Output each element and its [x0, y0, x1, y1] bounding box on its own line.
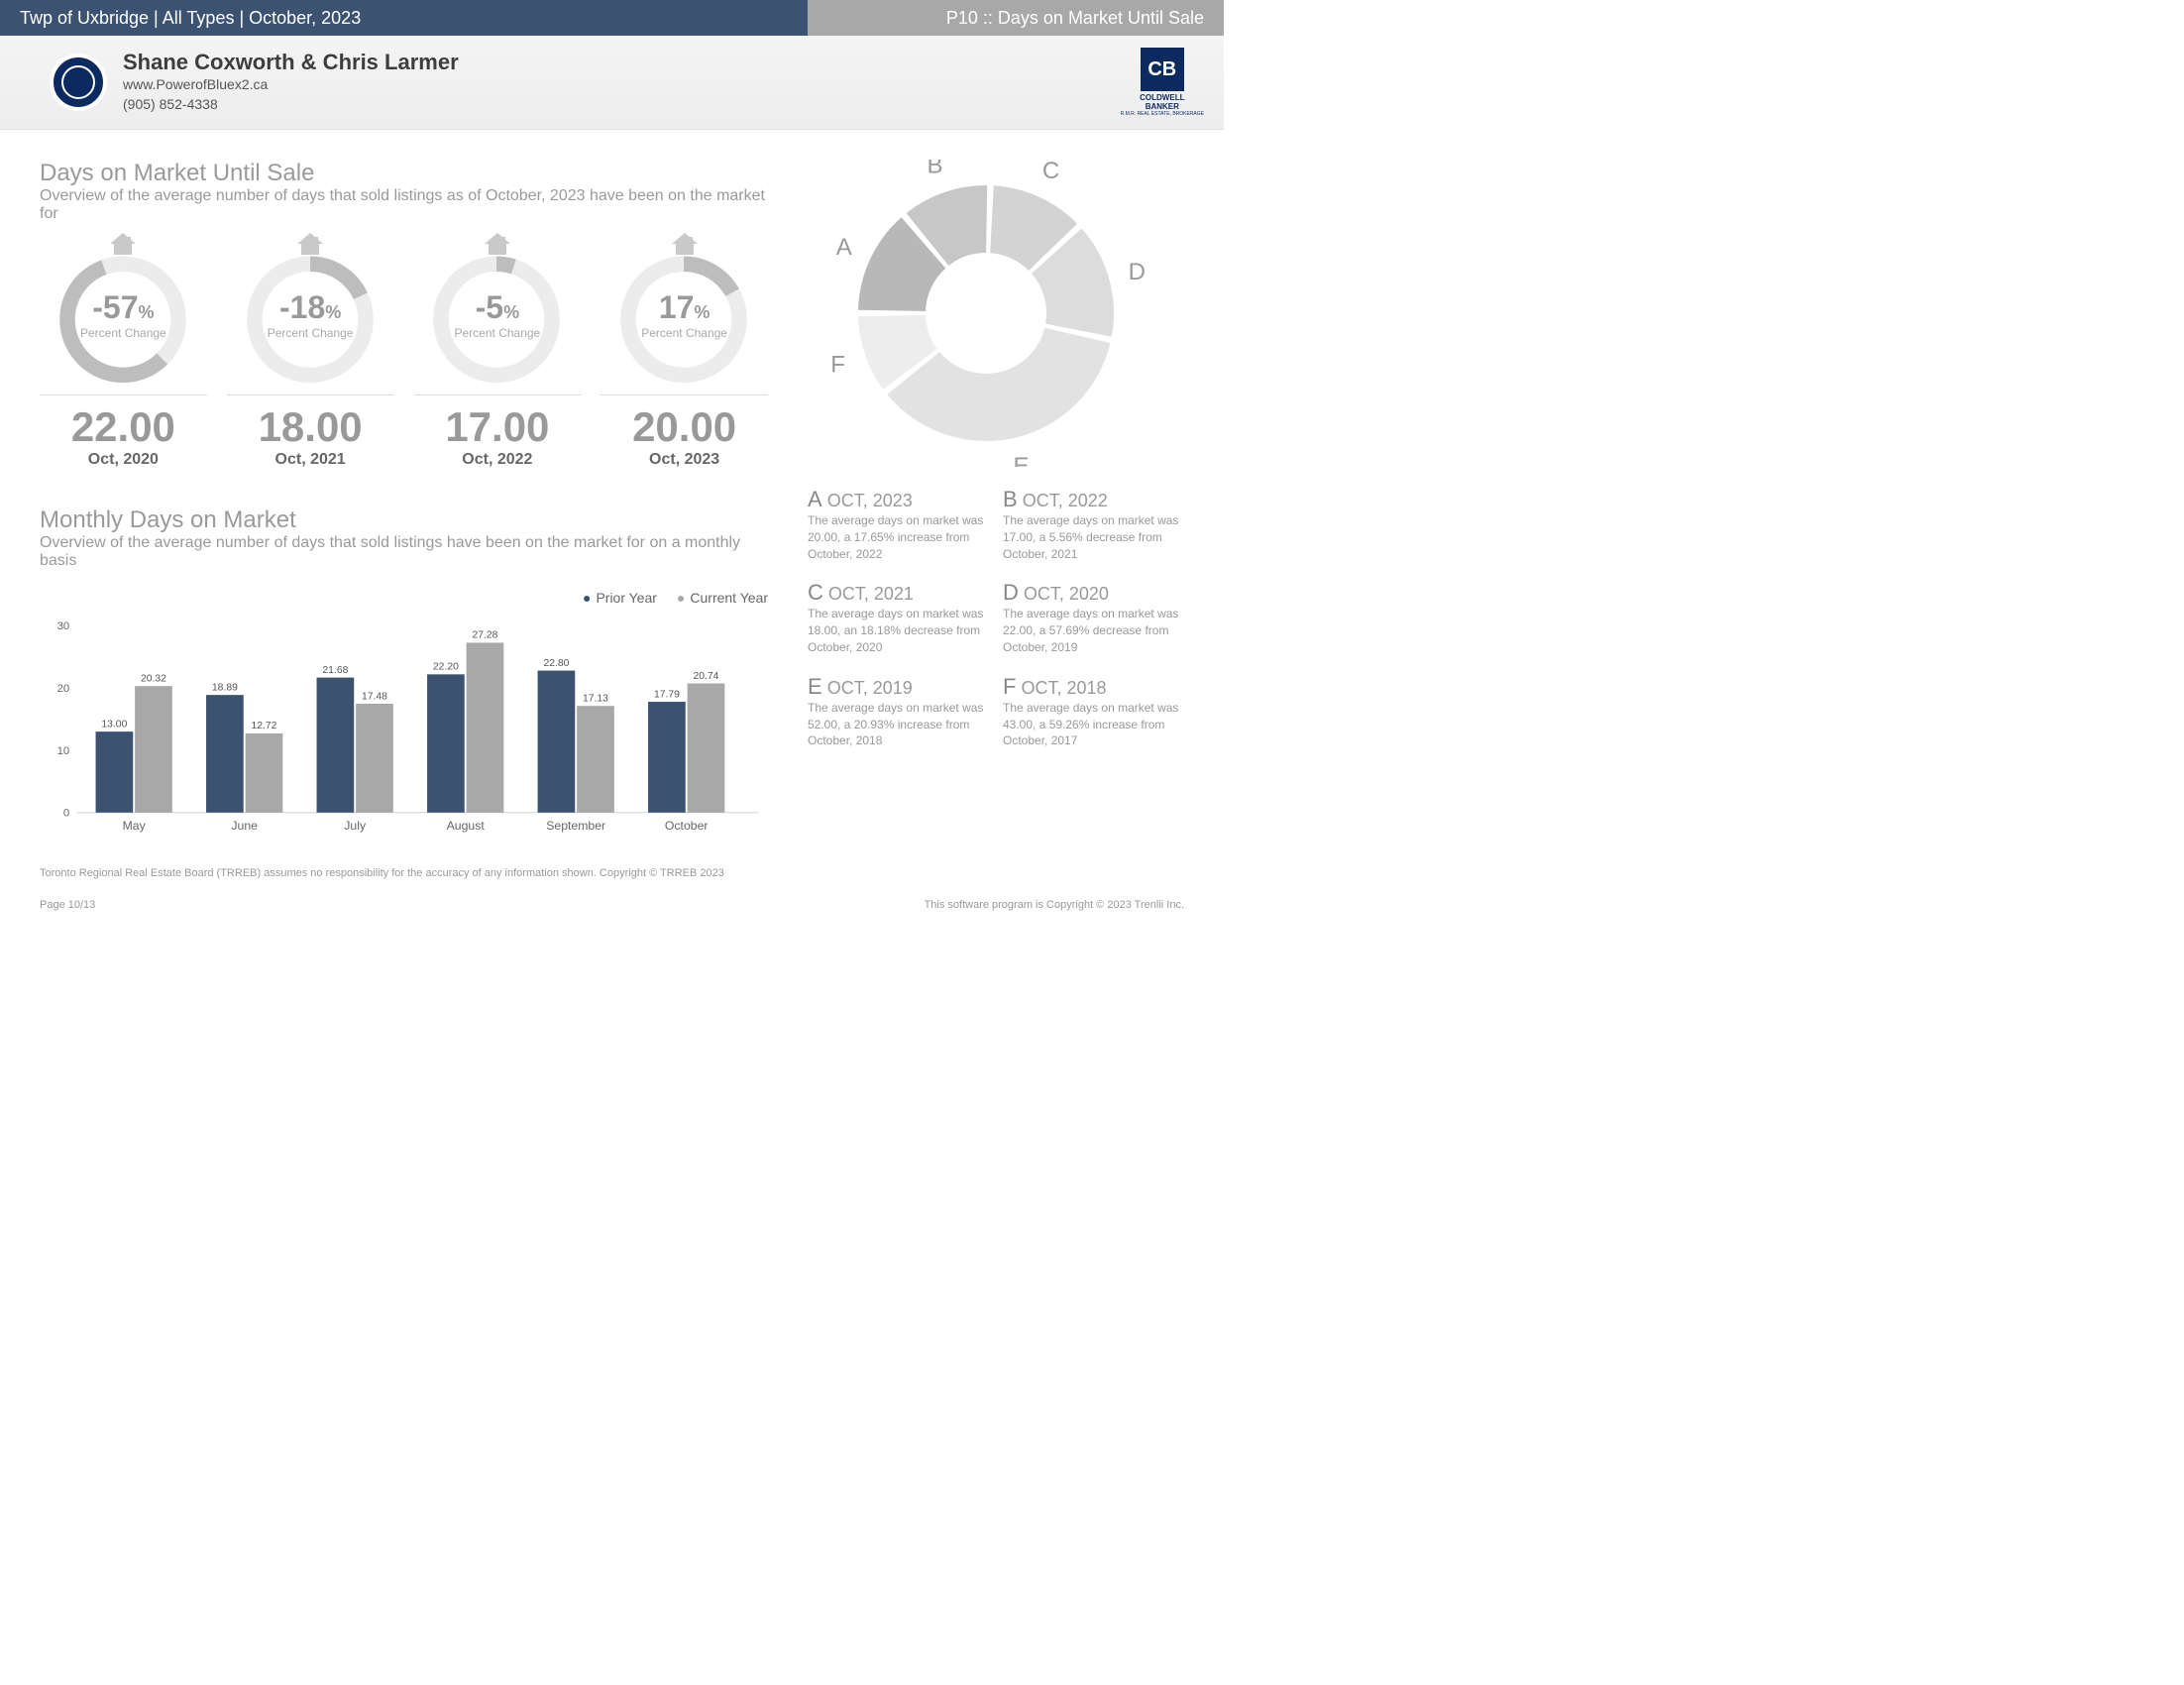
agent-phone: (905) 852-4338 [123, 95, 1121, 115]
svg-text:20: 20 [57, 683, 70, 695]
gauge-date: Oct, 2022 [414, 451, 582, 469]
annotation-head: B OCT, 2022 [1003, 487, 1184, 512]
agent-website: www.PowerofBluex2.ca [123, 75, 1121, 95]
section2-title: Monthly Days on Market [40, 506, 768, 534]
svg-text:20.32: 20.32 [141, 673, 166, 684]
gauge-percent: -57% [92, 289, 154, 326]
svg-text:August: August [447, 819, 486, 833]
annotation-body: The average days on market was 18.00, an… [808, 606, 989, 655]
annotation-body: The average days on market was 52.00, a … [808, 700, 989, 749]
gauge-label: Percent Change [80, 326, 166, 340]
svg-text:27.28: 27.28 [473, 630, 498, 641]
svg-text:17.13: 17.13 [583, 693, 608, 704]
annotation: A OCT, 2023 The average days on market w… [808, 487, 989, 562]
annotation-body: The average days on market was 22.00, a … [1003, 606, 1184, 655]
section1-subtitle: Overview of the average number of days t… [40, 187, 768, 223]
page-number: Page 10/13 [40, 899, 95, 911]
gauge-value: 18.00 [227, 403, 394, 451]
gauge: -18% Percent Change [239, 243, 382, 387]
gauge-percent: -5% [476, 289, 519, 326]
barchart: 0 10 20 30 13.00 20.32 May 18.89 12.72 June 21.68 1… [40, 610, 768, 847]
gauge-card: 17% Percent Change 20.00 Oct, 2023 [601, 243, 768, 469]
annotation-head: E OCT, 2019 [808, 674, 989, 700]
annotation: B OCT, 2022 The average days on market w… [1003, 487, 1184, 562]
agent-logo-icon [50, 54, 107, 111]
gauge-date: Oct, 2023 [601, 451, 768, 469]
gauge-label: Percent Change [455, 326, 541, 340]
svg-text:June: June [231, 819, 258, 833]
gauge: -57% Percent Change [52, 243, 195, 387]
gauge-label: Percent Change [641, 326, 727, 340]
gauges-row: -57% Percent Change 22.00 Oct, 2020 -18%… [40, 243, 768, 469]
gauge: -5% Percent Change [425, 243, 569, 387]
annotation: F OCT, 2018 The average days on market w… [1003, 674, 1184, 749]
svg-text:18.89: 18.89 [212, 682, 238, 693]
svg-text:21.68: 21.68 [322, 665, 348, 676]
barchart-legend: Prior Year Current Year [40, 590, 768, 606]
svg-text:D: D [1129, 259, 1146, 285]
gauge-date: Oct, 2020 [40, 451, 207, 469]
gauge: 17% Percent Change [612, 243, 756, 387]
svg-text:May: May [123, 819, 147, 833]
section1-title: Days on Market Until Sale [40, 160, 768, 187]
gauge-value: 20.00 [601, 403, 768, 451]
svg-text:A: A [836, 234, 852, 261]
svg-text:October: October [665, 819, 709, 833]
pager: Page 10/13 This software program is Copy… [0, 879, 1224, 931]
gauge-value: 17.00 [414, 403, 582, 451]
annotation: E OCT, 2019 The average days on market w… [808, 674, 989, 749]
svg-text:C: C [1042, 160, 1059, 184]
disclaimer: Toronto Regional Real Estate Board (TRRE… [0, 847, 1224, 879]
legend-current: Current Year [677, 590, 768, 606]
gauge-percent: 17% [659, 289, 710, 326]
svg-text:E: E [1014, 453, 1030, 467]
annotation-body: The average days on market was 43.00, a … [1003, 700, 1184, 749]
annotation-body: The average days on market was 20.00, a … [808, 512, 989, 562]
svg-text:22.20: 22.20 [433, 662, 459, 673]
donut-chart: A B C D E F [818, 160, 1174, 467]
svg-text:22.80: 22.80 [543, 658, 569, 669]
gauge-card: -18% Percent Change 18.00 Oct, 2021 [227, 243, 394, 469]
annotation: D OCT, 2020 The average days on market w… [1003, 580, 1184, 655]
annotation: C OCT, 2021 The average days on market w… [808, 580, 989, 655]
svg-text:10: 10 [57, 745, 70, 757]
gauge-value: 22.00 [40, 403, 207, 451]
annotation-head: F OCT, 2018 [1003, 674, 1184, 700]
annotation-head: D OCT, 2020 [1003, 580, 1184, 606]
svg-text:0: 0 [63, 808, 69, 820]
annotation-body: The average days on market was 17.00, a … [1003, 512, 1184, 562]
gauge-label: Percent Change [268, 326, 354, 340]
svg-text:20.74: 20.74 [694, 671, 719, 682]
svg-text:July: July [344, 819, 367, 833]
legend-prior: Prior Year [583, 590, 657, 606]
svg-text:September: September [546, 819, 605, 833]
topbar-title: Twp of Uxbridge | All Types | October, 2… [0, 0, 808, 36]
software-copyright: This software program is Copyright © 202… [925, 899, 1184, 911]
svg-text:17.79: 17.79 [654, 689, 680, 700]
gauge-date: Oct, 2021 [227, 451, 394, 469]
annotation-head: C OCT, 2021 [808, 580, 989, 606]
brand-logo: CB COLDWELL BANKER R.M.R. REAL ESTATE, B… [1121, 48, 1204, 117]
svg-text:B: B [928, 160, 943, 179]
topbar: Twp of Uxbridge | All Types | October, 2… [0, 0, 1224, 36]
gauge-percent: -18% [279, 289, 341, 326]
svg-text:17.48: 17.48 [362, 691, 387, 702]
svg-text:12.72: 12.72 [251, 721, 276, 731]
donut-annotations: A OCT, 2023 The average days on market w… [808, 487, 1184, 749]
gauge-card: -5% Percent Change 17.00 Oct, 2022 [414, 243, 582, 469]
agent-bar: Shane Coxworth & Chris Larmer www.Powero… [0, 36, 1224, 130]
svg-text:30: 30 [57, 620, 70, 632]
agent-name: Shane Coxworth & Chris Larmer [123, 50, 1121, 75]
section2-subtitle: Overview of the average number of days t… [40, 534, 768, 570]
gauge-card: -57% Percent Change 22.00 Oct, 2020 [40, 243, 207, 469]
topbar-page-label: P10 :: Days on Market Until Sale [808, 0, 1224, 36]
svg-text:F: F [830, 351, 845, 378]
cb-icon: CB [1141, 48, 1184, 91]
agent-info: Shane Coxworth & Chris Larmer www.Powero… [123, 50, 1121, 114]
svg-text:13.00: 13.00 [101, 719, 127, 730]
annotation-head: A OCT, 2023 [808, 487, 989, 512]
